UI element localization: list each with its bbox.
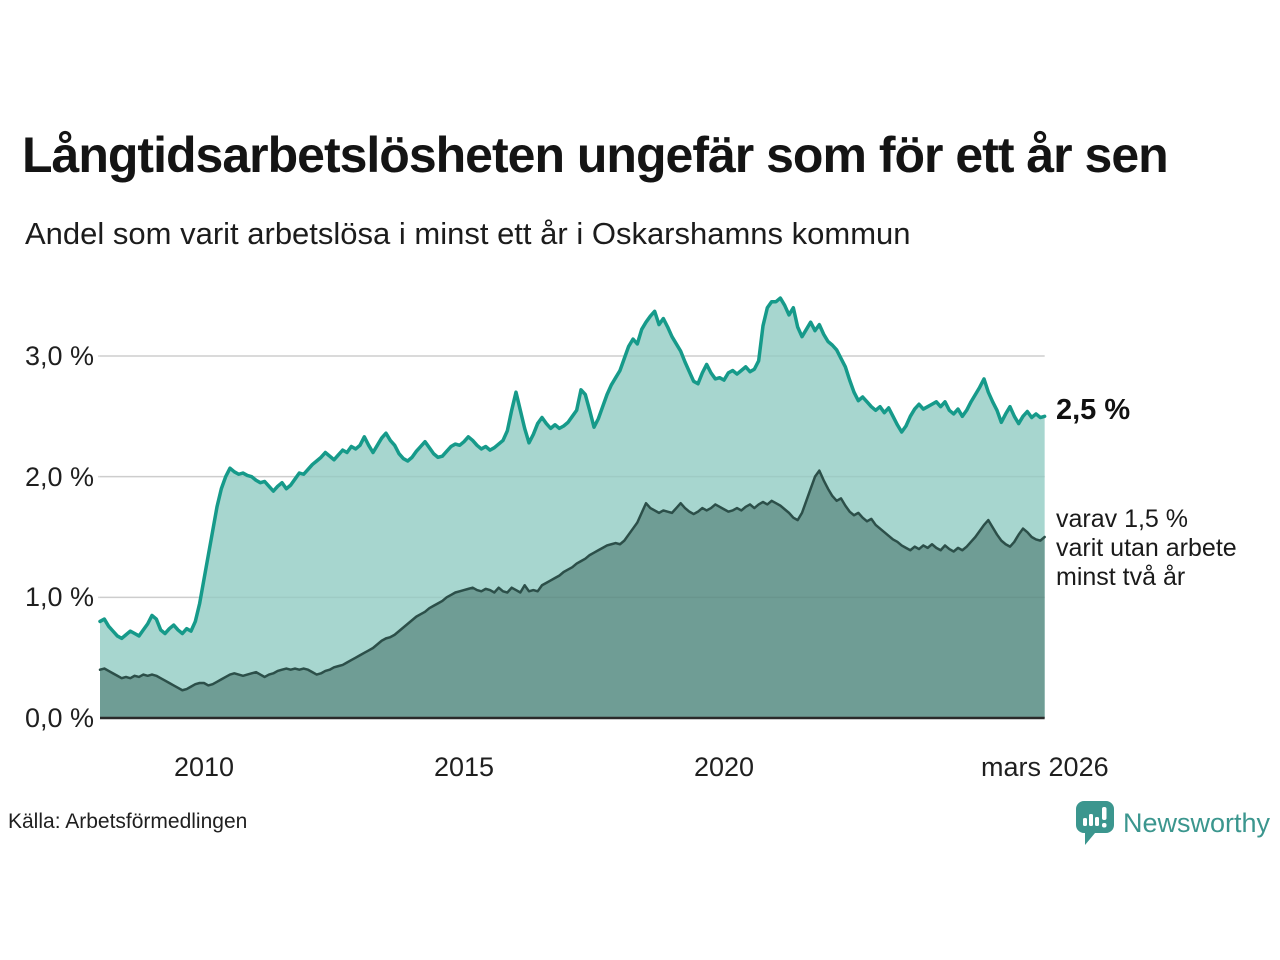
- y-axis-tick-label: 2,0 %: [24, 461, 94, 492]
- source-note: Källa: Arbetsförmedlingen: [8, 810, 248, 833]
- secondary-series-annotation: varav 1,5 % varit utan arbete minst två …: [1056, 505, 1237, 592]
- series-line-secondary: [98, 469, 1046, 692]
- series-line-primary: [98, 296, 1047, 641]
- annotation-line: minst två år: [1056, 562, 1186, 591]
- newsworthy-chart-bubble-icon: [1075, 800, 1115, 847]
- x-axis-tick-label: 2015: [433, 752, 495, 782]
- area-fill-secondary: [100, 470, 1045, 718]
- series-end-value-label: 2,5 %: [1056, 394, 1131, 427]
- y-axis-tick-label: 3,0 %: [24, 340, 94, 371]
- annotation-line: varav 1,5 %: [1056, 504, 1189, 533]
- newsworthy-logo[interactable]: Newsworthy: [1075, 800, 1270, 847]
- chart-subtitle: Andel som varit arbetslösa i minst ett å…: [25, 216, 911, 251]
- x-axis-tick-label: 2020: [693, 752, 755, 782]
- y-axis-tick-label: 1,0 %: [24, 582, 94, 613]
- y-axis-tick-label: 0,0 %: [24, 703, 94, 733]
- x-axis-tick-label: mars 2026: [981, 752, 1109, 782]
- chart-title: Långtidsarbetslösheten ungefär som för e…: [22, 127, 1169, 183]
- annotation-line: varit utan arbete: [1056, 533, 1237, 562]
- x-axis-tick-label: 2010: [173, 752, 235, 782]
- newsworthy-logo-text: Newsworthy: [1122, 808, 1270, 838]
